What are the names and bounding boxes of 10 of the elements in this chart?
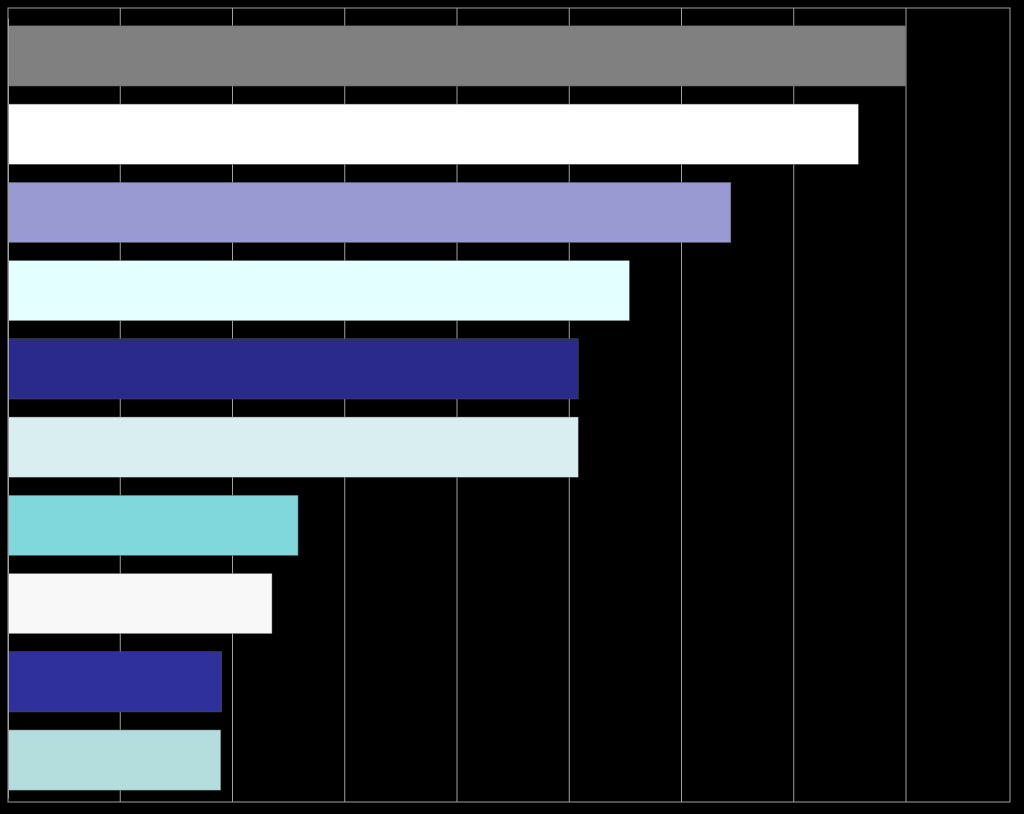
bar bbox=[7, 416, 579, 478]
bar bbox=[7, 729, 222, 791]
bar bbox=[7, 651, 222, 713]
bar bbox=[7, 338, 579, 400]
bar bbox=[7, 25, 907, 87]
bar bbox=[7, 103, 859, 165]
bar bbox=[7, 494, 299, 556]
bar bbox=[7, 573, 273, 634]
bar bbox=[7, 260, 630, 322]
bar bbox=[7, 182, 732, 243]
